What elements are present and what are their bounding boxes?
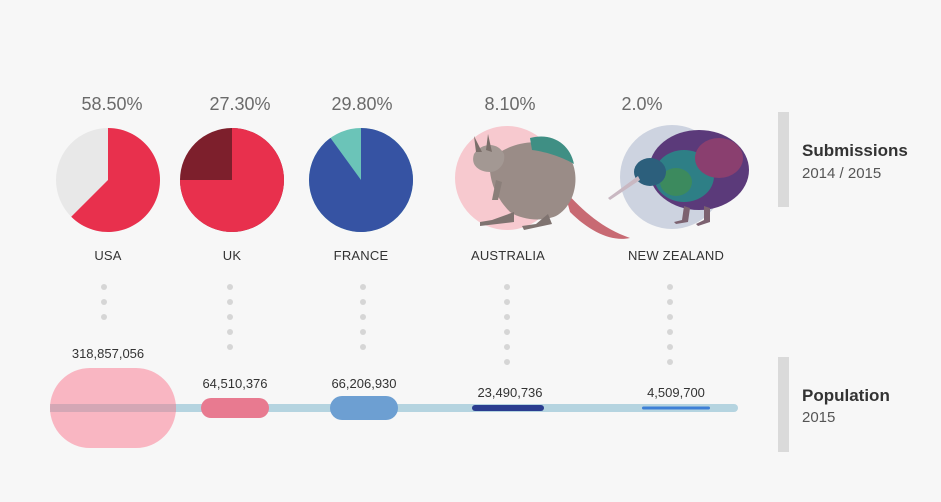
- kangaroo-illustration: [455, 126, 630, 239]
- pie-main-slice: [180, 128, 284, 232]
- connector-dots-uk: [226, 284, 234, 359]
- connector-dots-new-zealand: [666, 284, 674, 374]
- country-label-new-zealand: NEW ZEALAND: [627, 248, 725, 263]
- pie-france: [309, 128, 413, 232]
- population-bar-australia: [472, 405, 544, 411]
- population-year: 2015: [802, 409, 836, 426]
- submissions-years: 2014 / 2015: [802, 165, 882, 182]
- connector-dots-australia: [503, 284, 511, 374]
- pct-australia: 8.10%: [484, 94, 536, 114]
- submissions-title: Submissions: [802, 141, 908, 160]
- connector-dots-usa: [100, 284, 108, 329]
- connector-dots-france: [359, 284, 367, 359]
- pct-uk: 27.30%: [209, 94, 271, 114]
- population-track-overlay: [50, 404, 176, 412]
- pie-main-slice: [309, 128, 413, 232]
- country-label-usa: USA: [94, 248, 122, 263]
- country-label-uk: UK: [222, 248, 242, 263]
- pie-main-slice: [71, 128, 160, 232]
- population-usa: 318,857,056: [71, 346, 145, 361]
- population-title: Population: [802, 386, 890, 405]
- population-new-zealand: 4,509,700: [647, 385, 705, 400]
- population-bar-france: [330, 396, 398, 420]
- pie-usa: [56, 128, 160, 232]
- pct-new-zealand: 2.0%: [621, 94, 663, 114]
- population-divider: [778, 357, 789, 452]
- kiwi-bird-illustration: [608, 125, 749, 229]
- population-chart: [50, 368, 738, 448]
- submissions-divider: [778, 112, 789, 207]
- population-bar-uk: [201, 398, 269, 418]
- country-label-france: FRANCE: [333, 248, 389, 263]
- population-uk: 64,510,376: [202, 376, 268, 391]
- pct-usa: 58.50%: [81, 94, 143, 114]
- pct-france: 29.80%: [331, 94, 393, 114]
- pie-uk: [180, 128, 284, 232]
- population-france: 66,206,930: [331, 376, 397, 391]
- country-label-australia: AUSTRALIA: [470, 248, 546, 263]
- population-bar-new-zealand: [642, 406, 710, 410]
- population-australia: 23,490,736: [477, 385, 543, 400]
